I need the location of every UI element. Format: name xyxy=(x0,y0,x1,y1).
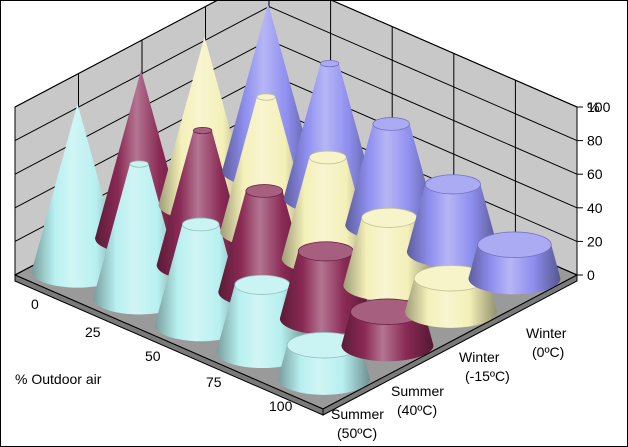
cone-top xyxy=(245,184,284,198)
cone-top xyxy=(320,59,340,68)
cone-top xyxy=(181,217,220,232)
cone-body xyxy=(281,151,374,275)
cone-body xyxy=(279,241,372,335)
cone-top xyxy=(424,174,481,195)
series-label-winter-0-c-: Winter (0ºC) xyxy=(526,325,567,360)
cone-winter-15-c--50 xyxy=(281,150,374,275)
y-axis-unit-label: % xyxy=(587,99,599,115)
cone-winter-15-c--75 xyxy=(343,207,436,302)
y-tick-label-80: 80 xyxy=(587,133,603,149)
cone-body xyxy=(218,184,311,308)
category-label-50: 50 xyxy=(145,348,161,364)
cone-top xyxy=(297,241,354,262)
y-tick-label-60: 60 xyxy=(587,166,603,182)
gridline xyxy=(14,1,578,108)
cone-summer-50-c--25 xyxy=(93,160,186,315)
cone-summer-50-c--75 xyxy=(216,274,309,369)
cones xyxy=(31,3,561,395)
series-label-summer-40-c-: Summer (40ºC) xyxy=(391,383,444,418)
cone-body xyxy=(406,174,499,268)
y-tick-label-0: 0 xyxy=(587,267,595,283)
cone-top xyxy=(477,231,552,258)
cone-summer-50-c--50 xyxy=(154,217,247,342)
category-label-100: 100 xyxy=(269,398,293,414)
category-label-0: 0 xyxy=(31,296,39,312)
y-tick-label-40: 40 xyxy=(587,200,603,216)
gridline xyxy=(14,6,578,142)
cone-body xyxy=(345,117,438,241)
floor-edge-right xyxy=(322,274,578,416)
cone-top xyxy=(361,207,418,228)
cone-body xyxy=(93,160,186,315)
x-axis-title: % Outdoor air xyxy=(15,371,102,387)
cone-winter-0-c--75 xyxy=(406,174,499,268)
cone-top xyxy=(308,150,347,165)
y-tick-label-20: 20 xyxy=(587,233,603,249)
cone-body xyxy=(154,218,247,342)
axis-labels: % % Outdoor air 0 20 40 60 80 100 0 25 50 75 100 Wi… xyxy=(15,99,611,441)
category-label-75: 75 xyxy=(206,374,222,390)
cone-top xyxy=(234,274,291,295)
cone-winter-0-c--50 xyxy=(345,117,438,241)
cone-top xyxy=(129,160,149,168)
cone-top xyxy=(193,126,213,135)
category-label-25: 25 xyxy=(85,324,101,340)
cone-body xyxy=(216,275,309,369)
cone-top xyxy=(256,93,276,101)
cone-top xyxy=(372,117,411,131)
cone-summer-40-c--75 xyxy=(279,241,372,335)
series-label-summer-50-c-: Summer (50ºC) xyxy=(331,406,384,441)
cone-winter-0-c--100 xyxy=(468,231,561,295)
cone-body xyxy=(343,208,436,302)
y-tick-label-100: 100 xyxy=(587,99,611,115)
series-label-winter-15-c-: Winter (-15ºC) xyxy=(459,349,510,384)
cone-summer-40-c--50 xyxy=(218,184,311,308)
